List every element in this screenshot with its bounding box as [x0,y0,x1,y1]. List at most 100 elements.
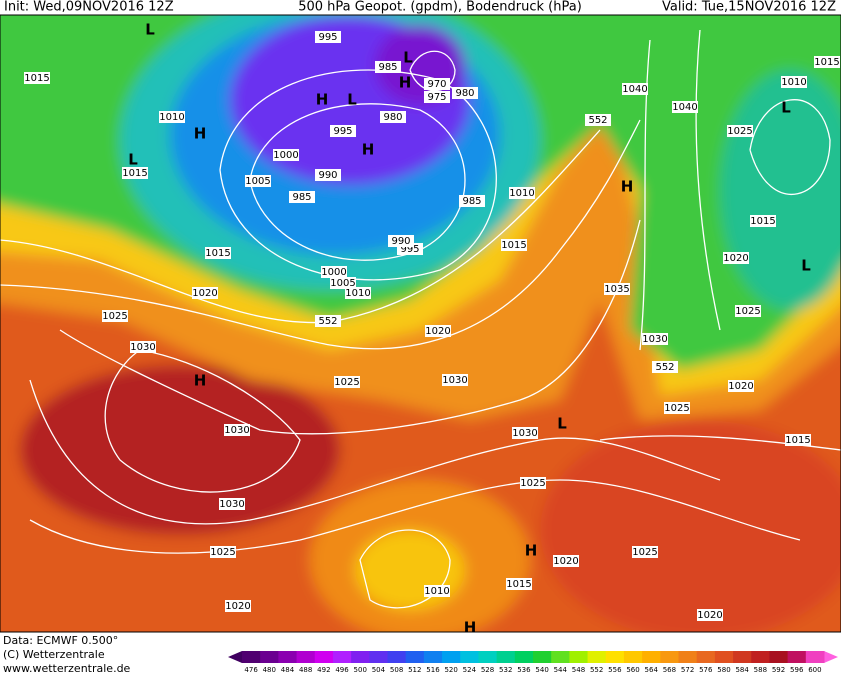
pressure-center: L [557,415,567,433]
isobar-label: 1005 [330,278,355,289]
pressure-center: H [621,178,634,196]
map-frame [0,14,841,633]
isobar-label-bg [315,31,341,43]
isobar-label: 1025 [102,311,127,322]
colorbar-swatch [733,651,752,663]
isobar-label: 995 [333,126,352,137]
colorbar-swatch [442,651,461,663]
colorbar-tick-label: 524 [463,666,477,674]
colorbar-swatch [660,651,679,663]
colorbar-swatch [242,651,261,663]
pressure-center: L [781,99,791,117]
isobar-label-bg [509,187,535,199]
colorbar-tick-label: 536 [517,666,531,674]
isobar-label-bg [520,477,546,489]
isobar-label-bg [424,585,450,597]
colorbar-swatch [405,651,425,663]
isobar-label-bg [723,252,749,264]
colorbar-tick-label: 600 [808,666,821,674]
pressure-center: L [347,91,357,109]
isobar-label-bg [424,78,450,90]
isobar-label: 1015 [506,579,531,590]
isobar-label: 1030 [642,334,667,345]
colorbar-tick-label: 492 [317,666,330,674]
isobar-label-bg [424,91,450,103]
isobar-label: 1015 [501,240,526,251]
isobar-label-bg [728,380,754,392]
isobar-label-bg [380,111,406,123]
colorbar-swatch [569,651,589,663]
colorbar-tick-label: 488 [299,666,312,674]
isobar-label: 1025 [727,126,752,137]
isobar-label-bg [225,600,251,612]
isobar-label-bg [315,169,341,181]
isobar-label: 1015 [122,168,147,179]
colorbar-tick-label: 596 [790,666,804,674]
isobar-label-bg [321,266,347,278]
colorbar-tick-label: 572 [681,666,694,674]
isobar-label-bg [750,215,776,227]
isobar-label: 552 [318,316,337,327]
pressure-center: H [464,619,477,637]
isobar-label: 1020 [728,381,753,392]
isobar-label: 1015 [785,435,810,446]
colorbar-tick-label: 564 [645,666,659,674]
isobar-label-bg [192,287,218,299]
isobar-label-bg [388,235,414,247]
isobar-label: 990 [318,170,337,181]
colorbar-arrow-right [824,651,838,663]
isobar-label: 1020 [192,288,217,299]
colorbar-swatch [369,651,388,663]
colorbar-swatch [387,651,407,663]
isobars [0,29,841,609]
isobar-label-bg [219,498,245,510]
colorbar-arrow-left [228,651,242,663]
colorbar-tick-label: 476 [244,666,258,674]
isobar-label-bg [585,114,611,126]
isobar-label-bg [642,333,668,345]
colorbar-tick-label: 592 [772,666,785,674]
isobar-label-bg [334,376,360,388]
isobar-labels: 1015 1010 1015 1015 1020 1025 1030 1025 1030 1030… [24,31,840,621]
isobar-label: 1000 [273,150,298,161]
isobar-label-bg [425,325,451,337]
isobar-label: 1025 [664,403,689,414]
colorbar-tick-label: 484 [281,666,295,674]
isobar-label: 1040 [622,84,647,95]
isobar-label-bg [159,111,185,123]
isobar-label: 980 [383,112,402,123]
isobar-label: 552 [655,362,674,373]
colorbar: 476 480 484 488 492 496 500 504 508 512 516 520 524 5… [228,651,838,674]
isobar-label-bg [452,87,478,99]
isobar-label-bg [604,283,630,295]
isobar-label: 995 [318,32,337,43]
colorbar-swatch [496,651,516,663]
isobar-label: 1010 [424,586,449,597]
isobar-label-bg [442,374,468,386]
isobar-label: 552 [588,115,607,126]
isobar-label: 1010 [509,188,534,199]
colorbar-swatch [278,651,298,663]
isobar-label-bg [345,287,371,299]
isobar-label: 1025 [735,306,760,317]
isobar-label-bg [512,427,538,439]
isobar-label: 1025 [632,547,657,558]
pressure-center: H [525,542,538,560]
isobar-label-bg [553,555,579,567]
isobar-label: 1030 [512,428,537,439]
colorbar-swatch [260,651,279,663]
isobar-label-bg [315,315,341,327]
isobar-label: 1025 [520,478,545,489]
colorbar-tick-label: 504 [372,666,386,674]
colorbar-swatch [678,651,698,663]
colorbar-tick-label: 532 [499,666,512,674]
colorbar-tick-label: 512 [408,666,421,674]
colorbar-swatch [533,651,552,663]
isobar-label: 1015 [205,248,230,259]
colorbar-swatch [623,651,643,663]
colorbar-swatch [805,651,825,663]
isobar-label: 1030 [219,499,244,510]
isobar-label-bg [245,175,271,187]
